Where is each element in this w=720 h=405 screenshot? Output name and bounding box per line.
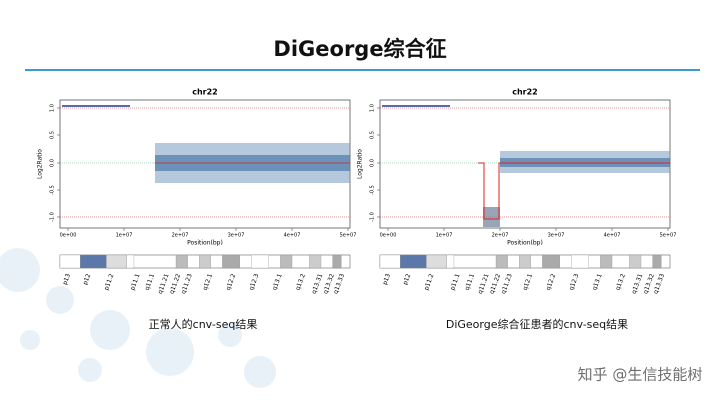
ideogram-band [332, 254, 342, 269]
caption: 正常人的cnv-seq结果 [149, 317, 258, 331]
ideogram-band [222, 254, 240, 269]
band-label: q12.1 [202, 273, 215, 292]
ideogram-band [400, 254, 427, 269]
chart-title: chr22 [192, 88, 218, 97]
band-label: q12.2 [225, 273, 238, 292]
y-tick-label: 1.0 [370, 104, 376, 112]
band-label: q11.23 [180, 273, 194, 295]
x-tick-label: 0e+00 [60, 233, 77, 239]
y-tick-label: -0.5 [370, 185, 376, 195]
ideogram-band [59, 254, 81, 269]
x-tick-label: 0e+00 [380, 233, 397, 239]
band-label: q13.2 [614, 273, 627, 292]
ideogram-band [251, 254, 269, 269]
x-axis-label: Position(bp) [507, 240, 543, 247]
y-tick-label: -1.0 [370, 212, 376, 222]
y-tick-label: 0.0 [370, 159, 376, 167]
band-label: p13 [381, 273, 392, 286]
y-axis-label: Log2Ratio [357, 149, 364, 179]
y-tick-label: -1.0 [50, 212, 56, 222]
ideogram-band [446, 254, 455, 269]
x-tick-label: 3e+07 [228, 233, 245, 239]
x-axis-label: Position(bp) [187, 240, 223, 247]
y-tick-label: -0.5 [50, 185, 56, 195]
x-tick-label: 1e+07 [116, 233, 133, 239]
ideogram-band [571, 254, 589, 269]
y-tick-label: 1.0 [50, 104, 56, 112]
band-label: q13.2 [294, 273, 307, 292]
band-label: q13.1 [271, 273, 284, 292]
band-label: p12 [82, 273, 93, 286]
ideogram-band [600, 254, 613, 269]
x-tick-label: 5e+07 [340, 233, 357, 239]
band-label: p12 [402, 273, 413, 286]
ideogram-band [126, 254, 135, 269]
x-tick-label: 4e+07 [604, 233, 621, 239]
band-label: q12.2 [545, 273, 558, 292]
ideogram-band [652, 254, 662, 269]
band-label: p11.2 [423, 273, 436, 292]
band-label: q11.1 [144, 273, 157, 292]
ideogram-band [426, 254, 447, 269]
chart-title: chr22 [512, 88, 538, 97]
ideogram-band [519, 254, 531, 269]
ideogram-band [629, 254, 642, 269]
x-tick-label: 4e+07 [284, 233, 301, 239]
background-molecules [0, 248, 276, 388]
band-label: q12.3 [568, 273, 581, 292]
ideogram-band [495, 254, 508, 269]
ideogram-band [106, 254, 127, 269]
slide-title: DiGeorge综合征 [273, 37, 446, 61]
deletion-segment [478, 162, 670, 220]
centromere [452, 255, 477, 268]
x-tick-label: 3e+07 [548, 233, 565, 239]
cnv-panel: 1.0 0.5 0.0 -0.5 -1.0 Log2Ratio 0e+00 1e+07 2e+0… [357, 88, 677, 332]
ideogram-band [199, 254, 211, 269]
y-tick-label: 0.5 [370, 131, 376, 139]
y-tick-label: 0.5 [50, 131, 56, 139]
x-tick-label: 5e+07 [660, 233, 677, 239]
band-label: q13.1 [591, 273, 604, 292]
y-tick-label: 0.0 [50, 159, 56, 167]
band-label: p11.1 [449, 273, 462, 292]
ideogram-band [309, 254, 322, 269]
band-label: q12.3 [248, 273, 261, 292]
watermark: 知乎 @生信技能树 [578, 366, 703, 384]
ideogram-band [542, 254, 560, 269]
band-label: p11.2 [103, 273, 116, 292]
band-label: p13 [61, 273, 72, 286]
ideogram-band [379, 254, 401, 269]
y-axis-label: Log2Ratio [37, 149, 44, 179]
caption: DiGeorge综合征患者的cnv-seq结果 [446, 317, 628, 331]
band-label: q12.1 [522, 273, 535, 292]
cnv-panel: 1.0 0.5 0.0 -0.5 -1.0 Log2Ratio 0e+00 1e+07 2e+0… [37, 88, 357, 332]
x-tick-label: 2e+07 [172, 233, 189, 239]
centromere [132, 255, 157, 268]
ideogram-band [80, 254, 107, 269]
x-tick-label: 1e+07 [436, 233, 453, 239]
x-tick-label: 2e+07 [492, 233, 509, 239]
band-label: p11.1 [129, 273, 142, 292]
ideogram-band [175, 254, 188, 269]
ideogram-band [280, 254, 293, 269]
band-label: q11.23 [500, 273, 514, 295]
band-label: q11.1 [464, 273, 477, 292]
deletion-cloud [483, 207, 500, 227]
